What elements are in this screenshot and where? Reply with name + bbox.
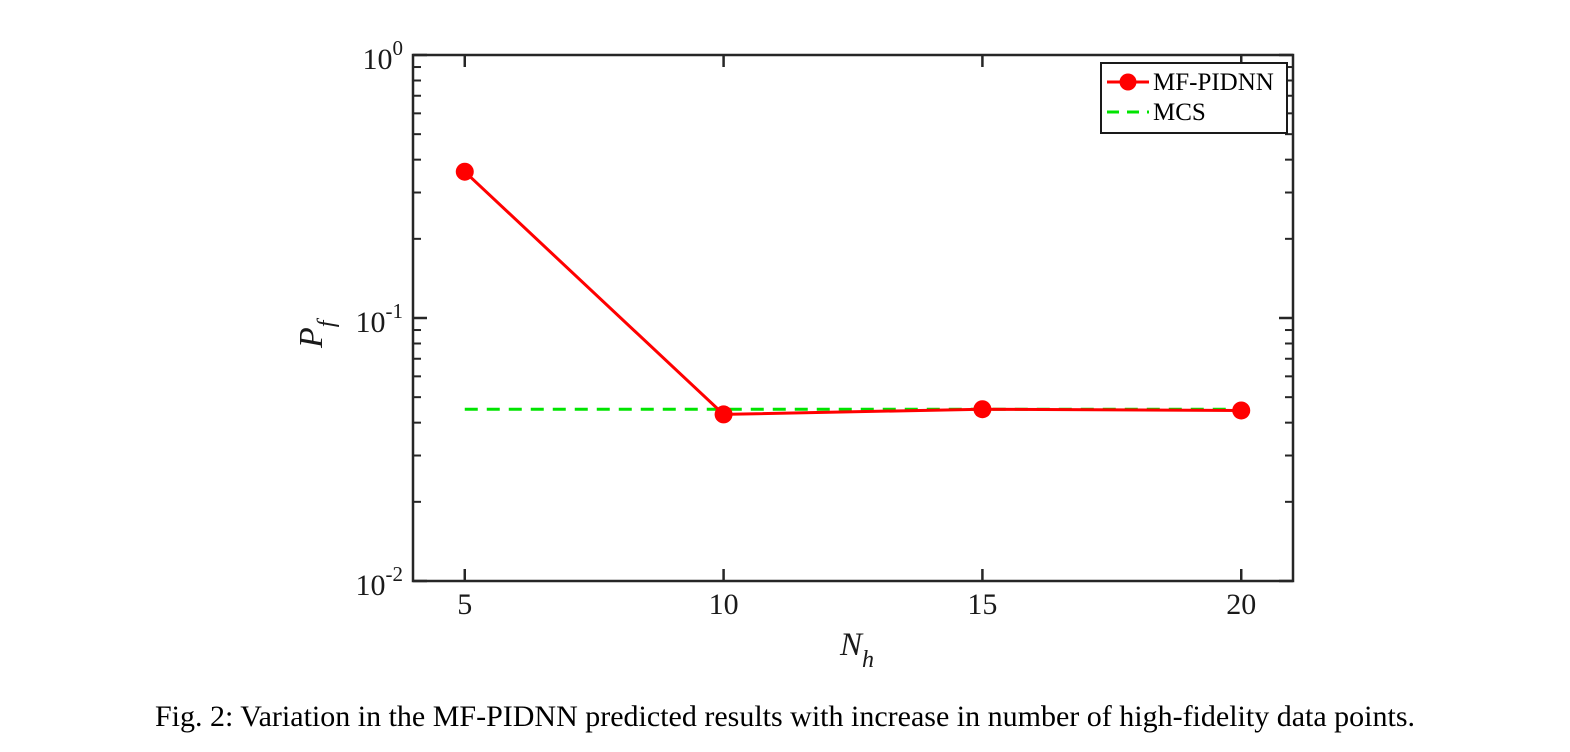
- x-axis-label: Nh: [839, 627, 874, 673]
- data-point-marker-mf-pidnn: [973, 400, 992, 419]
- data-point-marker-mf-pidnn: [714, 405, 733, 424]
- x-tick-label: 20: [1226, 588, 1256, 621]
- y-tick-label: 10-1: [356, 299, 404, 339]
- legend-label-mf-pidnn: MF-PIDNN: [1153, 69, 1274, 96]
- legend-marker-mf-pidnn: [1119, 73, 1137, 91]
- x-tick-label: 10: [709, 588, 739, 621]
- line-chart: 5 10 15 20 100 10-1 10-2 Nh Pf MF-PIDNN MCS: [293, 36, 1295, 673]
- y-tick-label: 100: [363, 36, 404, 76]
- data-point-marker-mf-pidnn: [455, 162, 474, 181]
- chart-area: 5 10 15 20 100 10-1 10-2 Nh Pf MF-PIDNN MCS: [293, 36, 1295, 673]
- x-tick-label: 15: [967, 588, 997, 621]
- plot-line-mf-pidnn: [463, 170, 1242, 416]
- y-tick-label: 10-2: [356, 562, 404, 602]
- figure-caption: Fig. 2: Variation in the MF-PIDNN predic…: [154, 700, 1416, 733]
- data-point-marker-mf-pidnn: [1232, 401, 1251, 420]
- x-tick-label: 5: [457, 588, 472, 621]
- y-axis-label: Pf: [293, 317, 340, 349]
- legend-label-mcs: MCS: [1153, 99, 1206, 126]
